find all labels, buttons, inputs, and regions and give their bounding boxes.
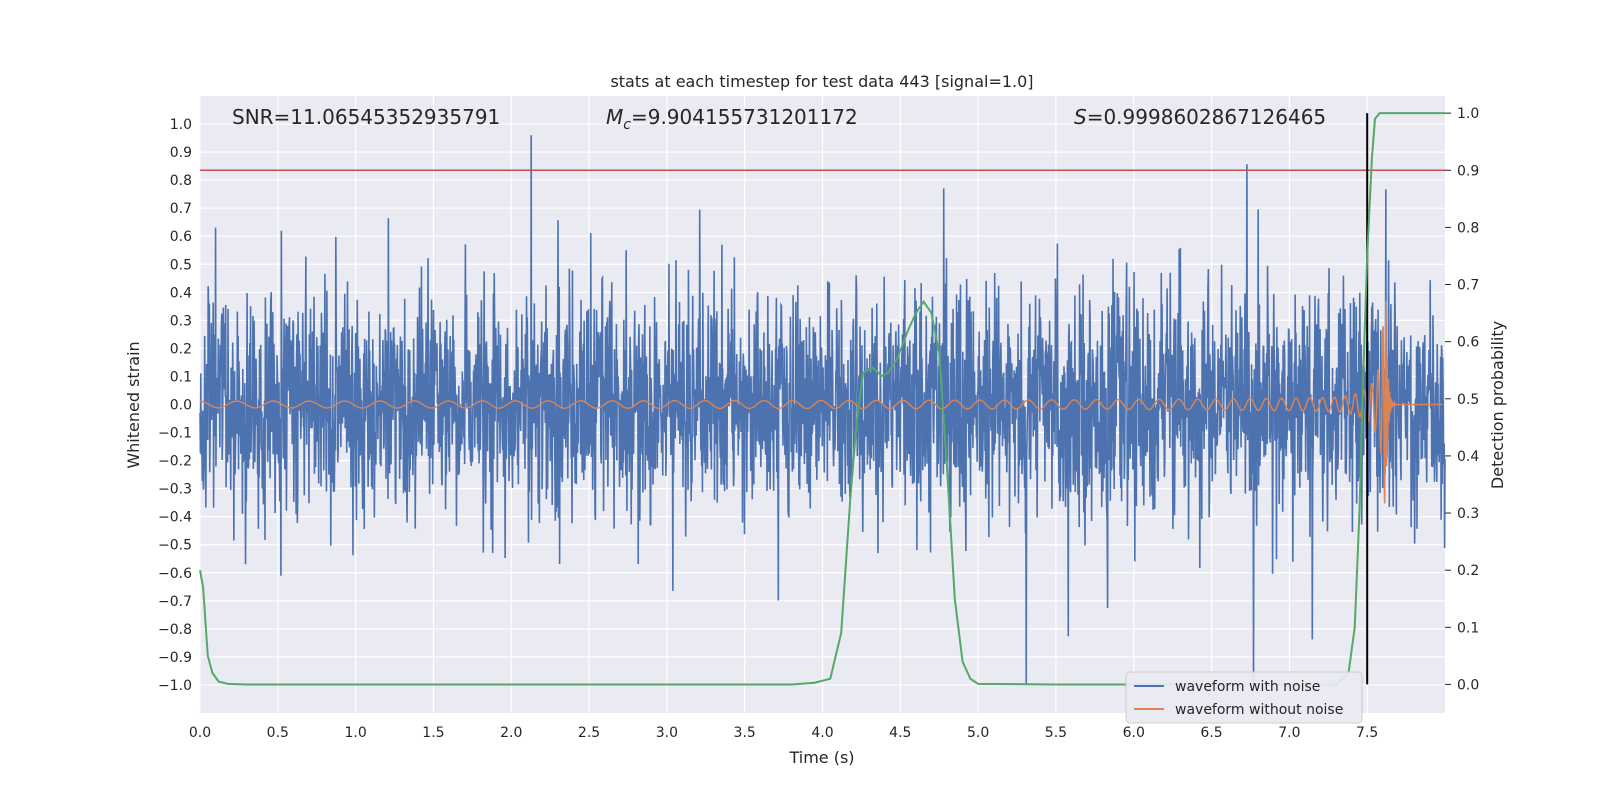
chirp-mass-annotation: Mc=9.904155731201172 (606, 105, 858, 133)
x-tick-label: 1.5 (422, 725, 444, 741)
y2-tick-label: 0.2 (1457, 563, 1479, 579)
y2-tick-label: 0.4 (1457, 449, 1479, 465)
y2-axis-label: Detection probability (1488, 321, 1507, 489)
y-tick-label: 0.9 (170, 145, 192, 161)
y-tick-label: 1.0 (170, 117, 192, 133)
y-tick-label: 0.6 (170, 229, 192, 245)
y-tick-labels: 1.0 0.9 0.8 0.7 0.6 0.5 0.4 0.3 0.2 0.1 0.0 −0.1 −0.… (158, 117, 192, 694)
x-tick-label: 4.0 (811, 725, 833, 741)
y2-tick-label: 0.1 (1457, 620, 1479, 636)
x-tick-labels: 0.0 0.5 1.0 1.5 2.0 2.5 3.0 3.5 4.0 4.5 5.0 5.5 6.0 6… (189, 725, 1378, 741)
detection-probability-line (199, 112, 1445, 686)
y-tick-label: −0.2 (158, 454, 192, 470)
chirp-series (199, 300, 1442, 504)
y-tick-label: 0.2 (170, 341, 192, 357)
x-tick-label: 3.5 (734, 725, 756, 741)
x-tick-label: 2.5 (578, 725, 600, 741)
x-tick-label: 0.5 (267, 725, 289, 741)
x-axis-label: Time (s) (788, 748, 854, 767)
x-tick-label: 2.0 (500, 725, 522, 741)
x-tick-label: 7.0 (1278, 725, 1300, 741)
y-tick-label: 0.0 (170, 398, 192, 414)
y2-tick-label: 0.8 (1457, 220, 1479, 236)
y-tick-label: 0.8 (170, 173, 192, 189)
y2-tick-label: 0.6 (1457, 335, 1479, 351)
legend-box (1125, 671, 1363, 724)
y-tick-label: −0.3 (158, 482, 192, 498)
probability-series (199, 112, 1445, 686)
noise-waveform-line (199, 135, 1446, 685)
y-tick-label: 0.3 (170, 313, 192, 329)
y-axis-label: Whitened strain (124, 341, 143, 468)
x-tick-label: 4.5 (889, 725, 911, 741)
y2-tick-label: 0.3 (1457, 506, 1479, 522)
x-tick-label: 6.0 (1123, 725, 1145, 741)
y2-tick-label: 0.5 (1457, 392, 1479, 408)
clean-waveform-line (199, 300, 1442, 504)
snr-annotation: SNR=11.06545352935791 (232, 105, 500, 129)
y-tick-label: 0.1 (170, 369, 192, 385)
x-tick-label: 5.5 (1045, 725, 1067, 741)
x-tick-label: 1.0 (344, 725, 366, 741)
x-tick-label: 3.0 (656, 725, 678, 741)
y-tick-label: 0.7 (170, 201, 192, 217)
y-tick-label: −0.4 (158, 510, 192, 526)
y2-tick-label: 0.9 (1457, 163, 1479, 179)
overlay-lines (200, 113, 1445, 685)
x-tick-label: 7.5 (1356, 725, 1378, 741)
x-tick-label: 0.0 (189, 725, 211, 741)
y-tick-label: −0.1 (158, 426, 192, 442)
detection-score-annotation: S=0.9998602867126465 (1074, 105, 1326, 129)
y-tick-label: −0.9 (158, 650, 192, 666)
x-tick-label: 5.0 (967, 725, 989, 741)
y-tick-label: 0.4 (170, 285, 192, 301)
y2-tick-label: 1.0 (1457, 106, 1479, 122)
y-tick-label: 0.5 (170, 257, 192, 273)
y-tick-label: −1.0 (158, 678, 192, 694)
y2-tick-labels: 1.0 0.9 0.8 0.7 0.6 0.5 0.4 0.3 0.2 0.1 0.0 (1445, 106, 1479, 693)
y-tick-label: −0.8 (158, 622, 192, 638)
x-tick-label: 6.5 (1200, 725, 1222, 741)
noise-series (199, 135, 1446, 685)
legend: waveform with noise waveform without noi… (1125, 671, 1363, 724)
legend-noise-label: waveform with noise (1175, 679, 1320, 695)
y2-tick-label: 0.7 (1457, 278, 1479, 294)
legend-clean-label: waveform without noise (1175, 702, 1343, 718)
y-tick-label: −0.6 (158, 566, 192, 582)
chart-title: stats at each timestep for test data 443… (610, 72, 1033, 91)
y-tick-label: −0.5 (158, 538, 192, 554)
y-tick-label: −0.7 (158, 594, 192, 610)
y2-tick-label: 0.0 (1457, 677, 1479, 693)
